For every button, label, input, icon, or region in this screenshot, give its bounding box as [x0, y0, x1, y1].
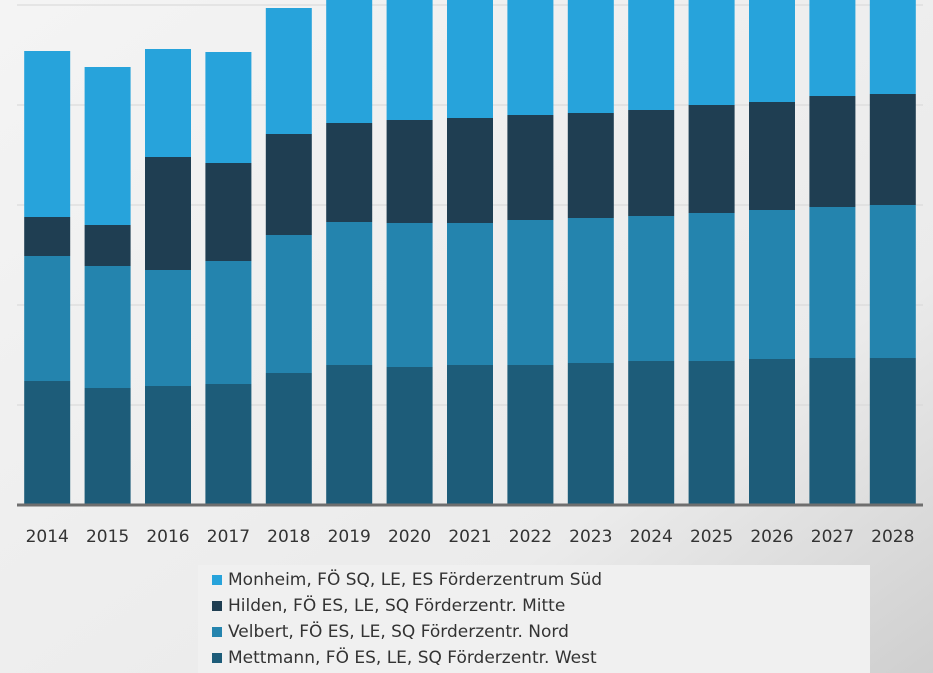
bar-segment: [24, 256, 71, 381]
bar-segment: [326, 222, 373, 365]
x-tick-label: 2028: [871, 527, 914, 547]
bar-segment: [749, 0, 795, 102]
bar-segment: [326, 123, 373, 222]
bar-segment: [145, 49, 191, 157]
x-tick-label: 2024: [630, 527, 673, 547]
bar-segment: [567, 218, 614, 363]
bar-segment: [84, 388, 131, 505]
bar-segment: [265, 235, 312, 373]
bar-segment: [84, 266, 131, 388]
legend-swatch: [212, 653, 222, 663]
x-tick-label: 2015: [86, 527, 129, 547]
bar-segment: [809, 358, 856, 505]
bar-segment: [386, 0, 433, 120]
bar-segment: [447, 0, 493, 118]
bar-segment: [24, 381, 71, 505]
bar-segment: [24, 217, 71, 256]
bar-segment: [809, 96, 856, 207]
bar-segment: [145, 157, 191, 270]
x-tick-label: 2022: [509, 527, 552, 547]
bar-segment: [386, 223, 433, 367]
bar-segment: [688, 105, 735, 213]
bar-segment: [809, 0, 856, 96]
bar-segment: [628, 361, 675, 505]
bar-segment: [567, 113, 614, 218]
legend-swatch: [212, 627, 222, 637]
bar-segment: [386, 120, 433, 223]
x-tick-label: 2023: [569, 527, 612, 547]
bar-segment: [205, 384, 252, 505]
bar-segment: [809, 207, 856, 358]
legend-swatch: [212, 601, 222, 611]
bar-segment: [84, 225, 131, 266]
bar-segment: [205, 163, 252, 261]
bar-segment: [386, 367, 433, 505]
bar-segment: [507, 0, 554, 115]
x-tick-label: 2021: [448, 527, 491, 547]
bar-segment: [507, 220, 554, 365]
bar-segment: [145, 386, 191, 505]
bar-segment: [447, 223, 493, 365]
bar-segment: [688, 0, 735, 105]
bar-segment: [869, 205, 916, 358]
x-tick-label: 2017: [207, 527, 250, 547]
legend-swatch: [212, 575, 222, 585]
bar-segment: [507, 115, 554, 220]
bar-segment: [567, 0, 614, 113]
bar-segment: [869, 0, 916, 94]
bar-segment: [447, 365, 493, 505]
legend-label: Velbert, FÖ ES, LE, SQ Förderzentr. Nord: [228, 620, 569, 642]
bar-segment: [749, 210, 795, 359]
bar-segment: [749, 102, 795, 210]
bar-segment: [869, 358, 916, 505]
bar-segment: [447, 118, 493, 223]
bar-segment: [628, 216, 675, 361]
bar-segment: [265, 373, 312, 505]
x-tick-label: 2020: [388, 527, 431, 547]
bar-segment: [84, 67, 131, 225]
x-tick-label: 2019: [328, 527, 371, 547]
legend-label: Monheim, FÖ SQ, LE, ES Förderzentrum Süd: [228, 568, 602, 590]
bar-segment: [628, 0, 675, 110]
bar-segment: [749, 359, 795, 505]
bar-segment: [205, 52, 252, 163]
x-tick-label: 2026: [750, 527, 793, 547]
x-tick-label: 2016: [146, 527, 189, 547]
bar-segment: [688, 213, 735, 361]
bar-segment: [628, 110, 675, 216]
bar-segment: [265, 134, 312, 235]
bar-segment: [205, 261, 252, 384]
bar-segment: [688, 361, 735, 505]
bar-segment: [24, 51, 71, 217]
bar-segment: [326, 365, 373, 505]
bar-segment: [265, 8, 312, 134]
legend-box: [198, 565, 870, 673]
bar-segment: [567, 363, 614, 505]
bar-segment: [869, 94, 916, 205]
bar-segment: [145, 270, 191, 386]
bar-segment: [326, 0, 373, 123]
bar-segment: [507, 365, 554, 505]
x-tick-label: 2027: [811, 527, 854, 547]
x-tick-label: 2025: [690, 527, 733, 547]
legend-label: Mettmann, FÖ ES, LE, SQ Förderzentr. Wes…: [228, 646, 597, 668]
legend-label: Hilden, FÖ ES, LE, SQ Förderzentr. Mitte: [228, 594, 565, 616]
x-tick-label: 2014: [26, 527, 69, 547]
x-tick-label: 2018: [267, 527, 310, 547]
